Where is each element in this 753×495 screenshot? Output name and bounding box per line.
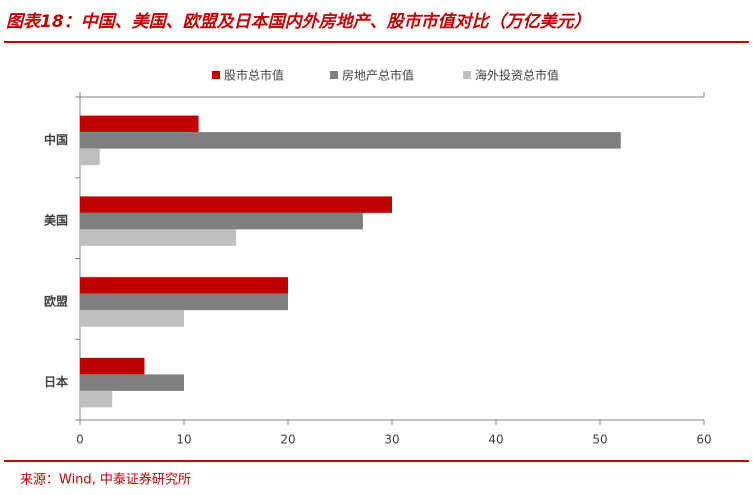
y-tick-label: 欧盟 <box>44 293 68 308</box>
x-tick-label: 20 <box>280 433 295 447</box>
legend-label: 房地产总市值 <box>342 68 414 83</box>
x-tick-label: 0 <box>76 433 84 447</box>
x-tick-label: 40 <box>488 433 503 447</box>
x-tick-label: 50 <box>592 433 607 447</box>
bar <box>80 390 113 408</box>
x-tick-label: 60 <box>696 433 711 447</box>
y-tick-label: 美国 <box>44 213 68 228</box>
legend-swatch <box>463 71 471 79</box>
bar <box>80 212 363 230</box>
x-tick-label: 10 <box>176 433 191 447</box>
bar <box>80 357 145 375</box>
bar <box>80 132 621 149</box>
y-tick-label: 中国 <box>44 132 68 147</box>
source: 来源：Wind, 中泰证券研究所 <box>20 472 191 488</box>
legend-swatch <box>330 71 338 79</box>
legend-label: 海外投资总市值 <box>475 68 559 83</box>
bar <box>80 310 184 327</box>
bar <box>80 196 392 213</box>
chart-title: 图表18：中国、美国、欧盟及日本国内外房地产、股市市值对比（万亿美元） <box>6 12 591 32</box>
y-tick-label: 日本 <box>44 374 68 389</box>
bar <box>80 277 288 294</box>
bar <box>80 115 199 133</box>
bar <box>80 293 288 311</box>
bar <box>80 148 100 166</box>
x-tick-label: 30 <box>384 433 399 447</box>
bar <box>80 374 184 391</box>
legend-swatch <box>212 71 220 79</box>
bar <box>80 229 236 246</box>
legend-label: 股市总市值 <box>224 68 284 83</box>
